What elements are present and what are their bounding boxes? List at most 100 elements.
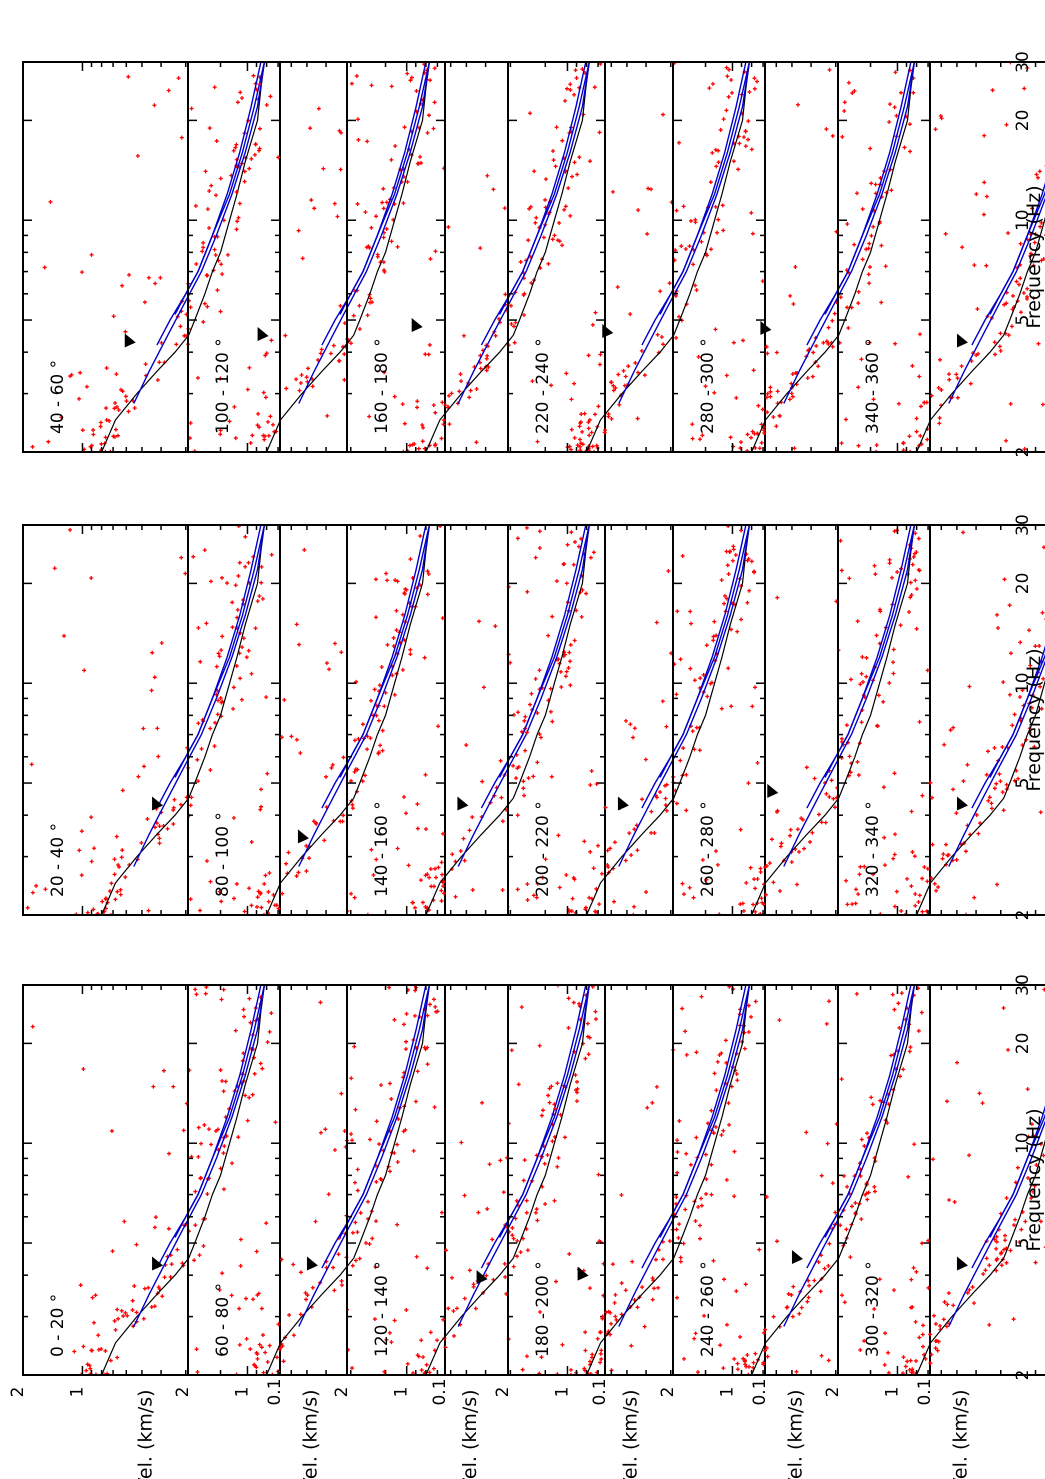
dispersion-pick — [965, 1290, 970, 1295]
dispersion-pick — [440, 872, 445, 877]
arrow-marker — [457, 796, 469, 811]
dispersion-pick — [150, 650, 155, 655]
dispersion-pick — [152, 1225, 157, 1230]
dispersion-pick — [249, 839, 254, 844]
dispersion-pick — [1033, 232, 1038, 237]
dispersion-pick — [951, 787, 956, 792]
dispersion-pick — [554, 579, 559, 584]
dispersion-pick — [208, 726, 213, 731]
dispersion-pick — [209, 183, 214, 188]
dispersion-pick — [525, 730, 530, 735]
dispersion-pick — [974, 813, 979, 818]
dispersion-pick — [721, 228, 726, 233]
dispersion-pick — [191, 554, 196, 559]
dispersion-pick — [629, 853, 634, 858]
dispersion-pick — [198, 908, 203, 913]
dispersion-pick — [583, 1056, 588, 1061]
dispersion-pick — [1021, 290, 1026, 295]
dispersion-pick — [896, 1001, 901, 1006]
dispersion-pick — [167, 1151, 172, 1156]
dispersion-pick — [195, 1370, 200, 1375]
dispersion-pick — [586, 1052, 591, 1057]
dispersion-pick — [737, 141, 742, 146]
dispersion-pick — [468, 388, 473, 393]
dispersion-pick — [998, 348, 1003, 353]
dispersion-pick — [249, 903, 254, 908]
dispersion-pick — [745, 600, 750, 605]
dispersion-pick — [661, 342, 666, 347]
dispersion-pick — [267, 1343, 272, 1348]
dispersion-pick — [439, 898, 444, 903]
dispersion-pick — [674, 208, 679, 213]
dispersion-pick — [579, 614, 584, 619]
dispersion-pick — [842, 1300, 847, 1305]
dispersion-pick — [595, 1336, 600, 1341]
dispersion-pick — [461, 333, 466, 338]
dispersion-pick — [418, 878, 423, 883]
dispersion-pick — [909, 884, 914, 889]
dispersion-pick — [480, 1100, 485, 1105]
dispersion-pick — [263, 353, 268, 358]
reference-curve — [425, 62, 590, 452]
dispersion-pick — [515, 813, 520, 818]
dispersion-pick — [905, 1359, 910, 1364]
dispersion-pick — [575, 1079, 580, 1084]
dispersion-pick — [759, 440, 764, 445]
dispersion-pick — [221, 1151, 226, 1156]
dispersion-pick — [264, 351, 269, 356]
dispersion-pick — [749, 210, 754, 215]
dispersion-pick — [421, 1355, 426, 1360]
dispersion-pick — [91, 907, 96, 912]
dispersion-pick — [132, 405, 137, 410]
panel-label: 300 - 320 ° — [863, 1261, 883, 1357]
ytick-label: 2 — [493, 1387, 513, 1398]
dispersion-pick — [674, 1227, 679, 1232]
dispersion-pick — [572, 638, 577, 643]
dispersion-pick — [318, 1130, 323, 1135]
dispersion-pick — [395, 1160, 400, 1165]
dispersion-pick — [599, 871, 604, 876]
dispersion-pick — [316, 106, 321, 111]
dispersion-pick — [241, 636, 246, 641]
dispersion-pick — [822, 1266, 827, 1271]
dispersion-pick — [619, 1281, 624, 1286]
dispersion-pick — [480, 779, 485, 784]
dispersion-pick — [574, 76, 579, 81]
dispersion-pick — [322, 838, 327, 843]
dispersion-pick — [525, 589, 530, 594]
dispersion-pick — [510, 1233, 515, 1238]
dispersion-pick — [266, 889, 271, 894]
dispersion-pick — [247, 1095, 252, 1100]
dispersion-pick — [699, 1196, 704, 1201]
dispersion-pick — [905, 876, 910, 881]
dispersion-pick — [485, 1206, 490, 1211]
dispersion-pick — [501, 1190, 506, 1195]
dispersion-pick — [1004, 1196, 1009, 1200]
dispersion-pick — [612, 1300, 617, 1305]
dispersion-pick — [220, 1078, 225, 1083]
dispersion-pick — [642, 1324, 647, 1329]
dispersion-pick — [893, 70, 898, 75]
xtick-label: 10 — [1013, 1132, 1033, 1154]
dispersion-pick — [571, 1000, 576, 1005]
dispersion-pick — [572, 92, 577, 97]
dispersion-pick — [566, 665, 571, 670]
panel-label: 60 - 80 ° — [213, 1283, 233, 1357]
dispersion-pick — [590, 322, 595, 327]
dispersion-pick — [524, 1198, 529, 1203]
dispersion-pick — [421, 425, 426, 430]
dispersion-pick — [283, 333, 288, 338]
dispersion-pick — [529, 691, 534, 696]
dispersion-pick — [215, 712, 220, 717]
dispersion-pick — [788, 833, 793, 838]
dispersion-pick — [712, 619, 717, 624]
dispersion-pick — [382, 269, 387, 274]
dispersion-pick — [118, 887, 123, 892]
dispersion-pick — [984, 772, 989, 777]
dispersion-pick — [415, 1353, 420, 1358]
dispersion-pick — [774, 1239, 779, 1244]
dispersion-pick — [382, 1369, 387, 1374]
dispersion-pick — [1003, 1233, 1008, 1238]
